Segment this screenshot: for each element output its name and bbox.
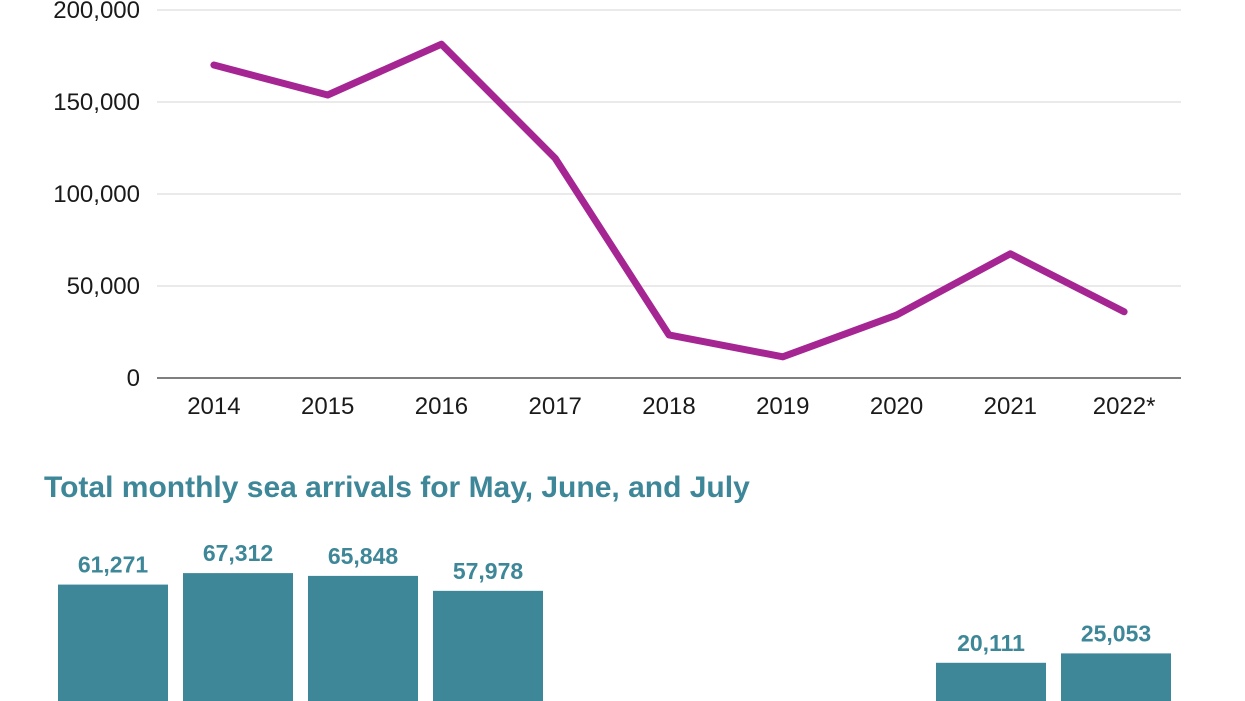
x-tick-label: 2022* [1093, 393, 1156, 420]
x-tick-label: 2016 [415, 393, 468, 420]
x-tick-label: 2014 [187, 393, 240, 420]
line-chart-gridlines [157, 9, 1181, 379]
x-tick-label: 2020 [870, 393, 923, 420]
y-tick-label: 100,000 [53, 181, 140, 208]
bar [936, 662, 1046, 701]
line-chart-y-axis: 0 50,000 100,000 150,000 200,000 [53, 0, 140, 392]
bar-chart-bars: 61,271 67,312 65,848 57,978 20,111 25,053 [58, 540, 1171, 701]
bar-value-label: 25,053 [1081, 620, 1151, 646]
x-tick-label: 2019 [756, 393, 809, 420]
bar-value-label: 57,978 [453, 558, 524, 584]
x-tick-label: 2018 [642, 393, 695, 420]
bar-value-label: 61,271 [78, 552, 149, 578]
line-chart-x-axis: 2014 2015 2016 2017 2018 2019 2020 2021 2022* [187, 393, 1155, 420]
x-tick-label: 2017 [529, 393, 582, 420]
bar-value-label: 67,312 [203, 540, 273, 566]
bar [183, 573, 293, 701]
bar-value-label: 20,111 [957, 630, 1025, 656]
bar [433, 590, 543, 701]
y-tick-label: 200,000 [53, 0, 140, 24]
bar-value-label: 65,848 [328, 543, 399, 569]
x-tick-label: 2015 [301, 393, 354, 420]
bar [308, 575, 418, 701]
y-tick-label: 0 [127, 365, 140, 392]
x-tick-label: 2021 [984, 393, 1037, 420]
bar-chart-title: Total monthly sea arrivals for May, June… [44, 471, 750, 504]
bar [58, 584, 168, 701]
line-chart-series [210, 40, 1128, 361]
bar [1061, 653, 1171, 701]
y-tick-label: 50,000 [67, 273, 140, 300]
y-tick-label: 150,000 [53, 89, 140, 116]
series-line [210, 40, 1128, 361]
